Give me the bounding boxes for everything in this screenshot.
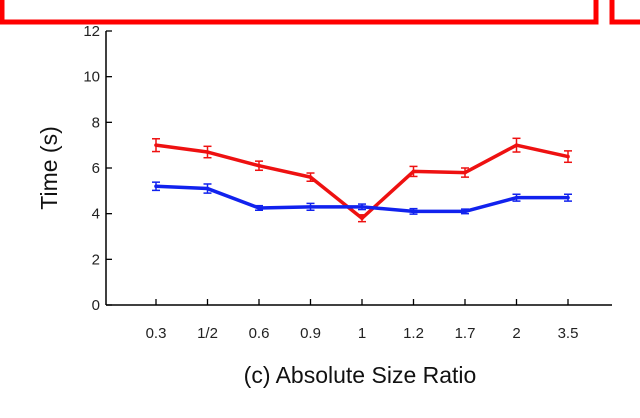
data-point bbox=[205, 150, 210, 154]
x-tick-label: 1.7 bbox=[455, 325, 476, 342]
x-tick-label: 0.9 bbox=[300, 325, 321, 342]
y-ticks: 0 2 4 6 8 10 12 bbox=[83, 23, 112, 314]
series-1 bbox=[152, 181, 572, 215]
data-point bbox=[257, 206, 261, 210]
y-tick-label: 8 bbox=[92, 114, 100, 131]
data-point bbox=[514, 195, 519, 200]
data-point bbox=[411, 169, 416, 174]
data-point bbox=[308, 205, 313, 209]
data-point bbox=[463, 209, 467, 214]
x-ticks: 0.3 1/2 0.6 0.9 1 1.2 1.7 2 3.5 bbox=[146, 299, 579, 342]
y-tick-label: 0 bbox=[92, 297, 100, 314]
series-0 bbox=[152, 137, 572, 223]
x-tick-label: 1.2 bbox=[403, 325, 424, 342]
x-tick-label: 0.3 bbox=[146, 325, 167, 342]
y-tick-label: 12 bbox=[83, 23, 100, 40]
x-tick-label: 3.5 bbox=[558, 325, 579, 342]
data-point bbox=[514, 143, 519, 147]
data-point bbox=[566, 195, 570, 200]
data-point bbox=[154, 143, 158, 147]
cropped-frame-right bbox=[609, 0, 640, 25]
data-point bbox=[411, 209, 416, 214]
series-layer bbox=[152, 137, 572, 223]
data-point bbox=[205, 186, 210, 191]
data-point bbox=[257, 163, 261, 168]
y-tick-label: 10 bbox=[83, 69, 100, 86]
x-tick-label: 2 bbox=[512, 325, 520, 342]
data-point bbox=[360, 205, 364, 209]
cropped-frame-left bbox=[0, 0, 599, 25]
x-tick-label: 1/2 bbox=[197, 325, 218, 342]
y-axis-label: Time (s) bbox=[36, 126, 62, 209]
y-tick-label: 2 bbox=[92, 251, 100, 268]
data-point bbox=[360, 216, 364, 221]
x-axis-label: (c) Absolute Size Ratio bbox=[244, 362, 477, 388]
data-point bbox=[566, 154, 570, 159]
y-tick-label: 4 bbox=[92, 206, 100, 223]
data-point bbox=[463, 170, 467, 175]
y-tick-label: 6 bbox=[92, 160, 100, 177]
x-tick-label: 1 bbox=[358, 325, 366, 342]
x-tick-label: 0.6 bbox=[249, 325, 270, 342]
data-point bbox=[308, 175, 313, 179]
data-point bbox=[154, 184, 158, 189]
